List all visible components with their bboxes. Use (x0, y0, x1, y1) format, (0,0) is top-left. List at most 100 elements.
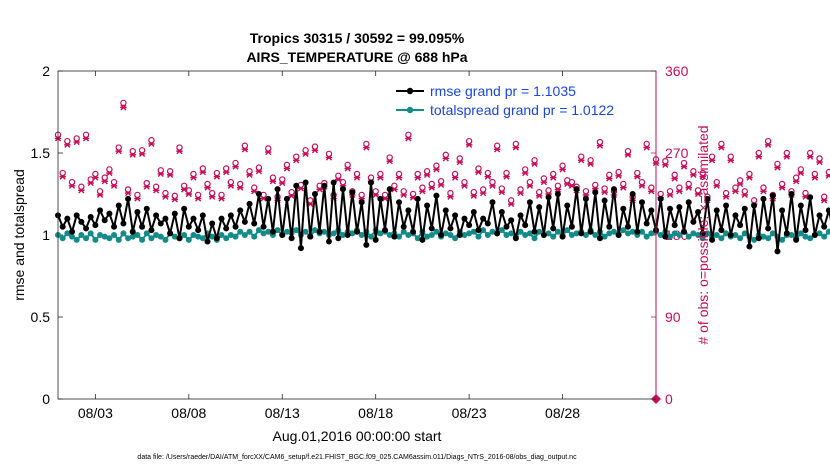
rmse-point (265, 195, 272, 202)
totalspread-point (466, 230, 473, 237)
obs-possible-point (774, 160, 781, 168)
obs-possible-point (391, 182, 398, 189)
obs-assimilated-point (101, 178, 108, 185)
obs-assimilated-point (106, 169, 113, 177)
rmse-point (578, 230, 585, 237)
obs-assimilated-point (204, 184, 211, 191)
totalspread-point (73, 236, 80, 243)
totalspread-point (592, 232, 599, 238)
rmse-point (382, 227, 389, 234)
obs-assimilated-point (648, 188, 655, 195)
rmse-point (283, 195, 290, 202)
totalspread-point (606, 230, 613, 237)
obs-possible-point (265, 145, 272, 152)
obs-assimilated-point (615, 172, 622, 179)
obs-possible-point (479, 186, 487, 193)
obs-possible-point (470, 188, 477, 196)
obs-assimilated-point (395, 174, 403, 181)
obs-assimilated-point (288, 192, 295, 199)
obs-assimilated-point (713, 182, 720, 189)
rmse-point (615, 232, 622, 238)
obs-assimilated-point (166, 171, 174, 178)
rmse-point (657, 195, 664, 202)
totalspread-point (78, 232, 85, 238)
obs-assimilated-point (806, 153, 814, 160)
totalspread-point (260, 230, 267, 237)
obs-assimilated-point (461, 182, 468, 189)
rmse-point (410, 228, 417, 235)
totalspread-point (87, 230, 94, 237)
obs-assimilated-point (783, 153, 791, 160)
rmse-point (218, 215, 225, 222)
totalspread-point (816, 230, 823, 237)
totalspread-point (723, 230, 730, 237)
totalspread-point (83, 235, 90, 242)
totalspread-point (620, 227, 627, 234)
totalspread-point (97, 232, 104, 238)
obs-possible-point (101, 174, 108, 181)
totalspread-point (517, 228, 524, 235)
obs-possible-point (437, 178, 445, 185)
obs-assimilated-point (442, 155, 449, 162)
totalspread-point (788, 232, 795, 238)
obs-assimilated-point (311, 147, 319, 154)
obs-assimilated-point (293, 157, 300, 164)
rmse-point (629, 191, 636, 197)
totalspread-point (489, 228, 496, 235)
rmse-point (718, 227, 725, 234)
obs-possible-point (185, 187, 193, 194)
x-tick-label: 08/18 (358, 405, 393, 421)
obs-possible-point (311, 143, 319, 150)
totalspread-point (821, 233, 828, 240)
obs-possible-point (241, 142, 249, 149)
totalspread-point (475, 233, 482, 240)
obs-possible-point (218, 191, 225, 199)
obs-possible-point (152, 183, 160, 190)
obs-assimilated-point (190, 174, 197, 181)
obs-assimilated-point (283, 165, 291, 172)
obs-possible-point (227, 178, 235, 186)
totalspread-point (396, 233, 403, 240)
totalspread-point (115, 236, 122, 243)
obs-assimilated-point (157, 170, 164, 178)
obs-assimilated-point (825, 172, 830, 179)
obs-assimilated-point (816, 159, 823, 166)
totalspread-point (199, 235, 206, 242)
legend-rmse-marker (406, 87, 414, 95)
obs-assimilated-point (685, 184, 692, 191)
obs-possible-point (92, 170, 99, 178)
obs-assimilated-point (405, 135, 412, 142)
totalspread-point (643, 233, 650, 240)
obs-assimilated-point (587, 160, 594, 168)
rmse-point (788, 191, 795, 197)
obs-assimilated-point (484, 173, 492, 180)
legend-rmse-label: rmse grand pr = 1.1035 (430, 83, 576, 99)
obs-assimilated-point (129, 151, 136, 158)
totalspread-point (143, 230, 150, 237)
totalspread-point (330, 230, 337, 237)
obs-assimilated-point (536, 192, 543, 199)
obs-possible-point (325, 150, 333, 158)
obs-assimilated-point (512, 144, 520, 151)
obs-possible-point (531, 157, 538, 164)
rmse-point (624, 223, 631, 230)
obs-possible-point (615, 168, 622, 176)
obs-assimilated-point (690, 171, 697, 178)
obs-possible-point (110, 178, 118, 186)
obs-possible-point (190, 170, 197, 178)
rmse-point (204, 238, 211, 245)
obs-possible-point (489, 178, 496, 186)
totalspread-point (241, 232, 248, 238)
obs-possible-point (423, 168, 431, 175)
obs-assimilated-point (811, 174, 819, 181)
rmse-point (335, 235, 342, 242)
totalspread-point (153, 232, 160, 238)
obs-possible-point (624, 147, 632, 155)
rmse-point (442, 207, 449, 214)
totalspread-point (648, 230, 655, 237)
totalspread-point (671, 230, 678, 237)
obs-possible-point (671, 171, 678, 179)
obs-assimilated-point (554, 186, 562, 193)
totalspread-point (498, 227, 505, 234)
rmse-point (171, 210, 178, 217)
